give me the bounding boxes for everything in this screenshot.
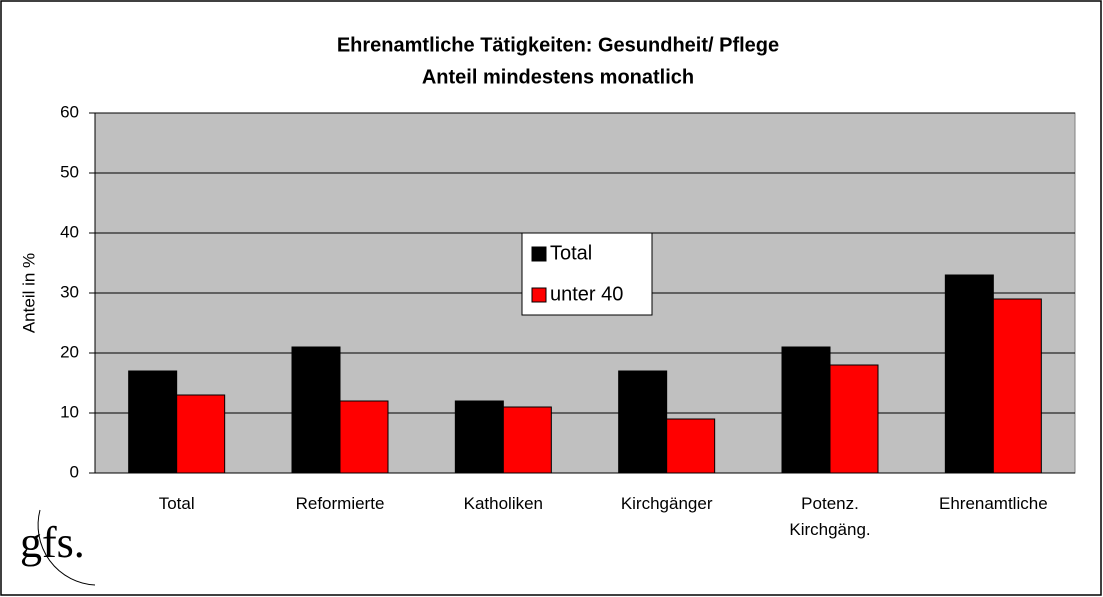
bar <box>829 364 879 474</box>
legend-swatch <box>531 287 547 303</box>
y-tick-label: 50 <box>60 162 79 181</box>
bar <box>944 274 994 474</box>
bar <box>454 400 504 474</box>
bar <box>781 346 831 474</box>
bar <box>992 298 1042 474</box>
bar <box>339 400 389 474</box>
x-tick-label: Kirchgänger <box>620 494 713 513</box>
bar <box>291 346 341 474</box>
bar <box>618 370 668 474</box>
legend-swatch <box>531 246 547 262</box>
legend-label: Total <box>550 242 592 264</box>
y-tick-label: 0 <box>70 462 79 481</box>
x-tick-label: Reformierte <box>295 494 385 513</box>
x-tick-label: Total <box>158 494 195 513</box>
logo-arc <box>37 509 96 586</box>
legend-label: unter 40 <box>550 283 623 305</box>
bar <box>128 370 178 474</box>
bar <box>176 394 226 474</box>
y-axis-label: Anteil in % <box>19 253 38 333</box>
y-tick-label: 30 <box>60 282 79 301</box>
logo: gfs. <box>20 518 85 567</box>
y-tick-label: 40 <box>60 222 79 241</box>
chart-title: Ehrenamtliche Tätigkeiten: Gesundheit/ P… <box>337 34 779 56</box>
x-tick-label: Potenz. Kirchgäng. <box>789 494 871 539</box>
y-tick-label: 10 <box>60 402 79 421</box>
y-tick-label: 20 <box>60 342 79 361</box>
bar <box>666 418 716 474</box>
x-tick-label: Katholiken <box>463 494 544 513</box>
chart-subtitle: Anteil mindestens monatlich <box>422 66 694 88</box>
y-tick-label: 60 <box>60 102 79 121</box>
x-tick-label: Ehrenamtliche <box>938 494 1048 513</box>
bar <box>502 406 552 474</box>
